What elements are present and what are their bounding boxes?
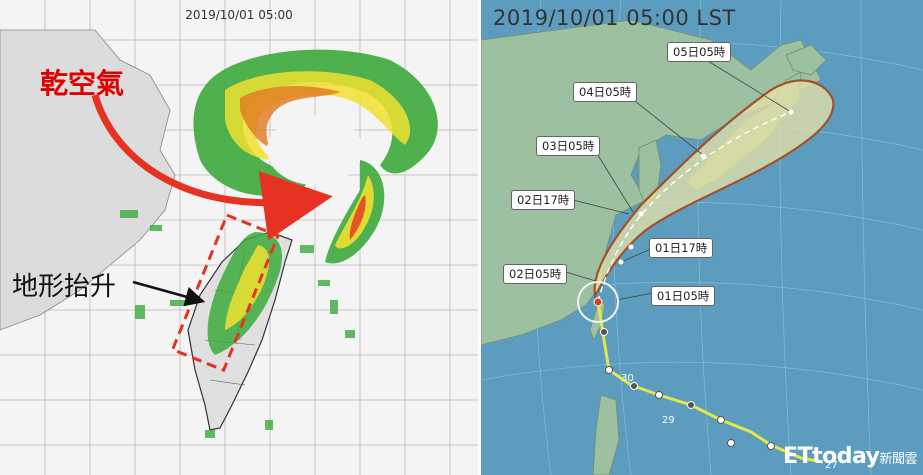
radar-panel: 2019/10/01 05:00 乾空氣 地形抬升 [0, 0, 478, 475]
forecast-label-04d05h: 04日05時 [573, 82, 638, 102]
label-leaders [565, 57, 792, 301]
radar-timestamp: 2019/10/01 05:00 [185, 8, 293, 22]
past-track [596, 301, 824, 464]
dry-air-arrow [91, 94, 333, 241]
terrain-arrow [132, 280, 206, 307]
forecast-label-01d05h: 01日05時 [651, 286, 716, 306]
past-date-27: 27 [825, 460, 838, 471]
dry-air-label: 乾空氣 [40, 67, 125, 100]
forecast-label-03d05h: 03日05時 [536, 136, 601, 156]
past-track-points [600, 328, 775, 450]
radar-map [0, 0, 478, 475]
terrain-lift-box [170, 213, 280, 373]
past-date-30: 30 [621, 373, 634, 384]
forecast-label-01d17h: 01日17時 [649, 238, 714, 258]
track-map [481, 0, 923, 475]
china-coast [0, 29, 176, 331]
forecast-label-02d05h: 02日05時 [503, 264, 568, 284]
forecast-points [618, 109, 794, 265]
panel-divider [478, 0, 481, 475]
radar-echo [120, 49, 438, 438]
storm-radius-circle [577, 281, 619, 323]
track-timestamp: 2019/10/01 05:00 LST [493, 6, 736, 30]
forecast-label-02d17h: 02日17時 [511, 190, 576, 210]
forecast-cone [593, 79, 835, 300]
past-date-29: 29 [662, 415, 675, 426]
ettoday-logo: ETtoday新聞雲 [783, 444, 917, 469]
forecast-label-05d05h: 05日05時 [667, 42, 732, 62]
storm-center [593, 297, 603, 307]
track-panel: 2019/10/01 05:00 LST 05日05時 04日05時 03日05… [481, 0, 923, 475]
philippines [592, 394, 620, 475]
logo-brand: ETtoday [783, 444, 880, 469]
logo-suffix: 新聞雲 [879, 452, 917, 467]
taiwan-small [589, 299, 606, 342]
forecast-track [597, 111, 792, 303]
terrain-lift-label: 地形抬升 [12, 272, 117, 302]
